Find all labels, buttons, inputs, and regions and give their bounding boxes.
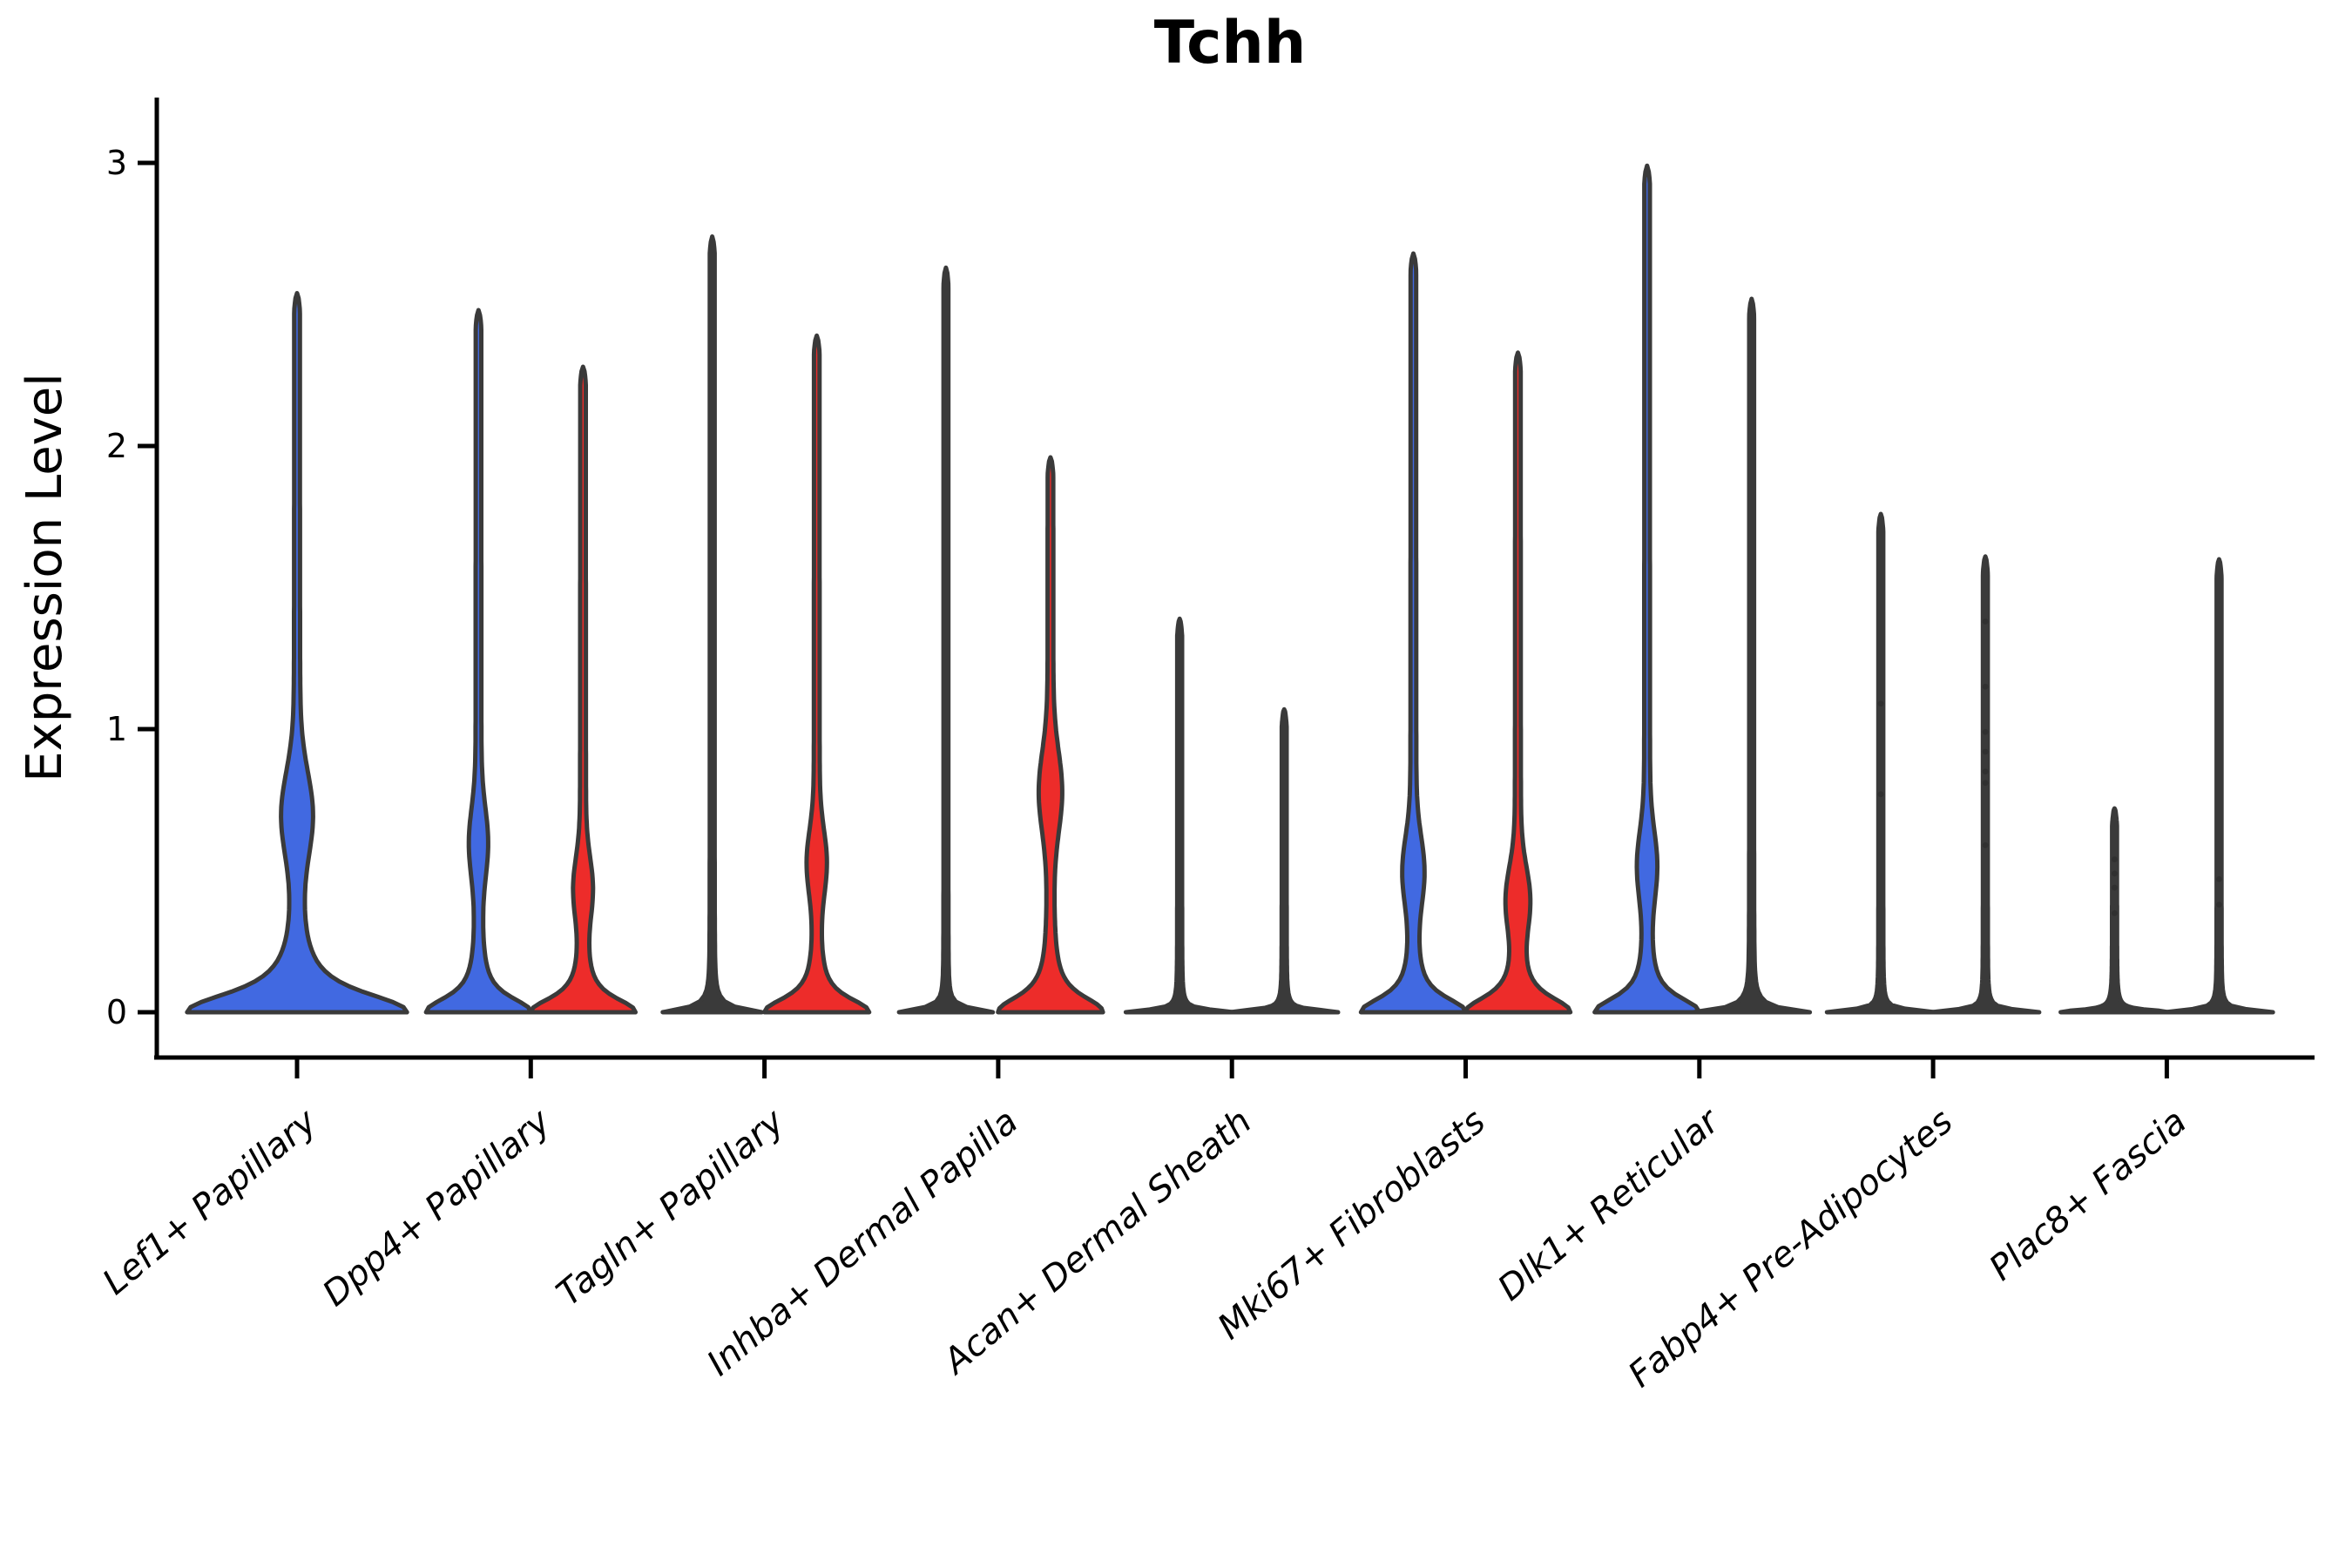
violin-red-cat2 <box>761 333 872 1015</box>
violin-blue-cat4-collapsed <box>1123 616 1236 1015</box>
jitter-dot <box>1982 841 1989 848</box>
jitter-dot <box>2112 884 2118 891</box>
violin-blue-cat0 <box>185 291 409 1015</box>
jitter-dot <box>1877 791 1884 798</box>
x-tick-label: Plac8+ Fascia <box>1982 1101 2194 1288</box>
jitter-dot <box>1877 700 1884 707</box>
violin-blue-cat7-collapsed <box>1824 511 1937 1015</box>
violin-red-cat4-collapsed <box>1227 706 1341 1015</box>
violin-blue-cat3-collapsed <box>896 265 996 1015</box>
chart-title: Tchh <box>1153 9 1307 78</box>
x-tick-label: Tagln+ Papillary <box>550 1101 793 1315</box>
violin-red-cat8-collapsed <box>2163 557 2275 1015</box>
violin-blue-cat6 <box>1592 163 1702 1015</box>
jitter-dot <box>1982 780 1989 787</box>
x-tick-label: Lef1+ Papillary <box>95 1101 325 1303</box>
jitter-dot <box>2216 875 2222 882</box>
y-tick-label: 3 <box>106 144 127 182</box>
jitter-dot <box>1982 618 1989 625</box>
y-tick-label: 2 <box>106 427 127 465</box>
y-tick-label: 0 <box>106 993 127 1031</box>
x-tick-label: Dlk1+ Reticular <box>1490 1100 1728 1309</box>
violin-blue-cat5 <box>1358 251 1469 1015</box>
violin-red-cat1 <box>528 364 638 1015</box>
jitter-dot <box>1982 768 1989 775</box>
jitter-dot <box>1982 748 1989 755</box>
x-tick-label: Dpp4+ Papillary <box>315 1101 559 1315</box>
violin-red-cat3 <box>996 455 1105 1015</box>
jitter-dot <box>1982 728 1989 735</box>
violin-red-cat6-collapsed <box>1691 296 1813 1015</box>
violin-blue-cat1 <box>423 308 533 1015</box>
jitter-dot <box>2112 909 2118 916</box>
jitter-dot <box>2216 902 2222 908</box>
y-tick-label: 1 <box>106 710 127 748</box>
violin-red-cat5 <box>1463 350 1573 1015</box>
jitter-dot <box>2112 870 2118 877</box>
jitter-dot <box>1982 683 1989 690</box>
violin-blue-cat2-collapsed <box>660 234 764 1015</box>
jitter-dot <box>2112 856 2118 862</box>
x-tick-label: Mki67+ Fibroblasts <box>1211 1101 1493 1348</box>
